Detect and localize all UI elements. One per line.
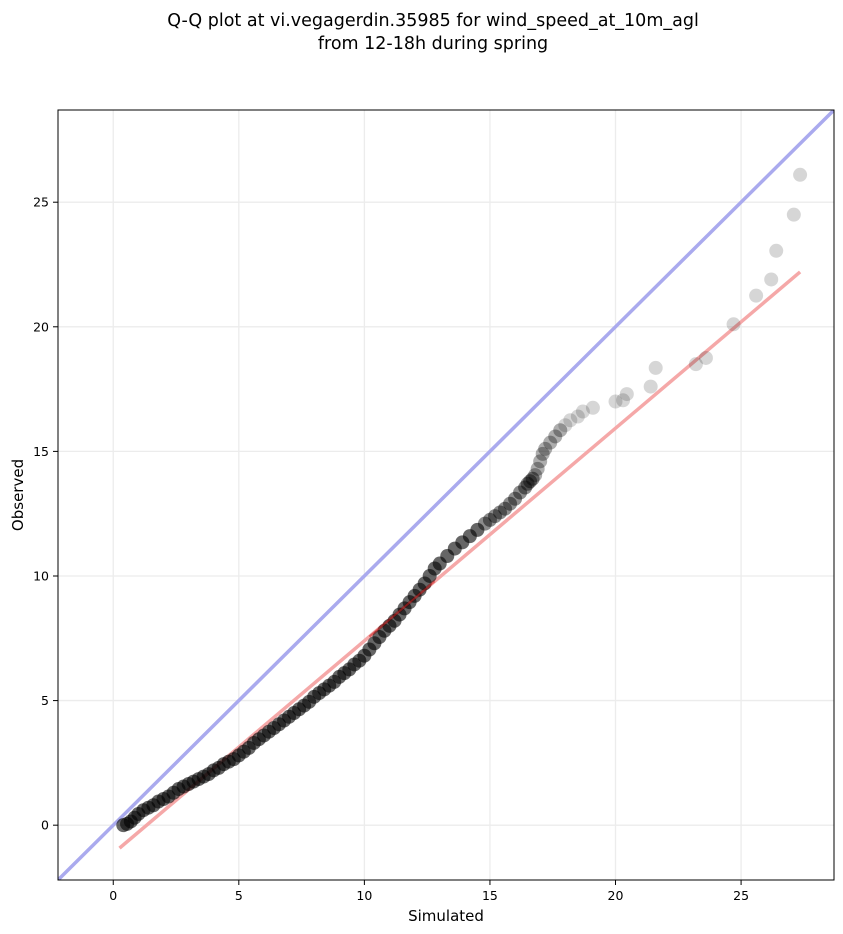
qq-point xyxy=(538,441,553,456)
qq-point xyxy=(585,400,600,415)
chart-title-line-1: Q-Q plot at vi.vegagerdin.35985 for wind… xyxy=(167,11,699,31)
qq-point xyxy=(525,471,540,486)
x-tick-label: 0 xyxy=(109,888,117,903)
qq-point xyxy=(533,454,548,469)
qq-point xyxy=(518,480,533,495)
x-tick-label: 25 xyxy=(733,888,749,903)
qq-point xyxy=(477,516,492,531)
y-tick-label: 15 xyxy=(33,444,49,459)
qq-point xyxy=(698,350,713,365)
qq-point xyxy=(530,461,545,476)
qq-point xyxy=(619,387,634,402)
qq-point xyxy=(749,288,764,303)
qq-point xyxy=(558,418,573,433)
qq-point xyxy=(528,468,543,483)
identity-line xyxy=(58,110,834,880)
qq-point xyxy=(643,379,658,394)
plot-frame xyxy=(57,109,835,881)
qq-point xyxy=(786,207,801,222)
chart-title-line-2: from 12-18h during spring xyxy=(318,34,548,54)
qq-point xyxy=(535,446,550,461)
qq-point xyxy=(575,404,590,419)
qq-point xyxy=(553,423,568,438)
qq-point xyxy=(793,167,808,182)
qq-point xyxy=(688,357,703,372)
qq-point xyxy=(570,409,585,424)
qq-point xyxy=(769,243,784,258)
qq-point xyxy=(520,476,535,491)
qq-point xyxy=(470,522,485,537)
qq-point xyxy=(764,272,779,287)
qq-point xyxy=(648,360,663,375)
y-tick-label: 25 xyxy=(33,195,49,210)
qq-point xyxy=(608,394,623,409)
fit-line-overlap xyxy=(368,580,436,638)
y-axis-label: Observed xyxy=(9,459,27,531)
y-tick-label: 20 xyxy=(33,319,49,334)
qq-point xyxy=(492,505,507,520)
y-tick-label: 0 xyxy=(41,818,49,833)
qq-point xyxy=(548,429,563,444)
plot-area xyxy=(58,110,834,880)
y-tick-label: 10 xyxy=(33,568,49,583)
x-axis-label: Simulated xyxy=(408,907,484,925)
qq-point xyxy=(513,485,528,500)
qq-point xyxy=(482,512,497,527)
qq-point xyxy=(616,393,631,408)
qq-point xyxy=(523,474,538,489)
qq-point xyxy=(726,317,741,332)
x-tick-label: 5 xyxy=(235,888,243,903)
qq-point xyxy=(543,435,558,450)
x-tick-label: 10 xyxy=(356,888,372,903)
qq-point xyxy=(503,496,518,511)
grid xyxy=(58,110,834,880)
y-tick-label: 5 xyxy=(41,693,49,708)
qq-point xyxy=(508,491,523,506)
qq-point xyxy=(563,413,578,428)
x-tick-label: 20 xyxy=(608,888,624,903)
x-tick-label: 15 xyxy=(482,888,498,903)
qq-point xyxy=(498,501,513,516)
axis-ticks: 0 5 10 15 20 25 0 5 10 15 20 25 xyxy=(33,195,749,903)
qq-point xyxy=(487,509,502,524)
